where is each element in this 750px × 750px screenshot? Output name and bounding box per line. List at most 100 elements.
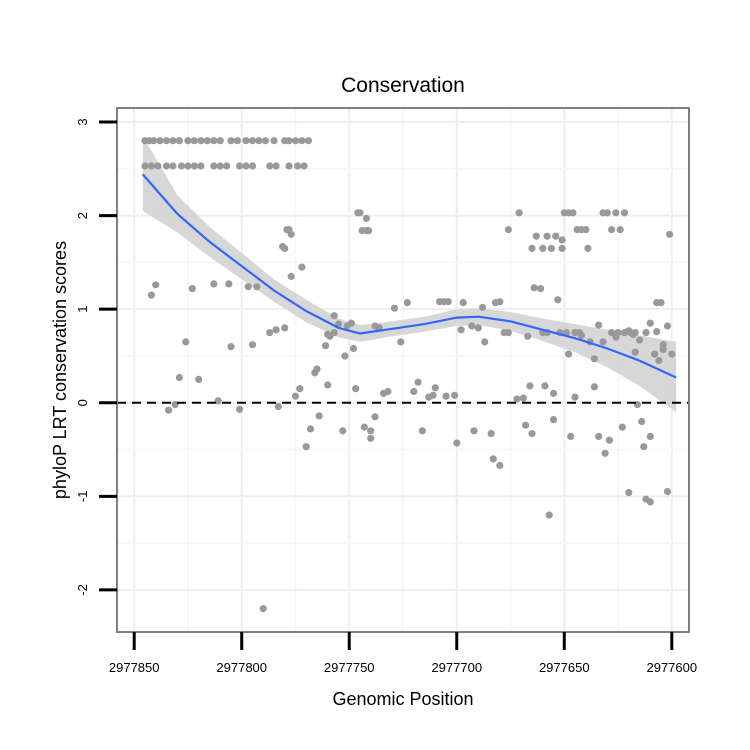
data-point [468, 322, 476, 330]
data-point [549, 416, 558, 424]
data-point [315, 412, 323, 420]
data-point [549, 389, 558, 397]
data-point [248, 162, 257, 170]
data-point [528, 244, 536, 252]
y-tick-label: -1 [75, 491, 90, 503]
data-point [365, 227, 373, 235]
y-tick-label: 0 [75, 399, 90, 406]
data-point [620, 209, 629, 217]
data-point [668, 350, 676, 358]
y-tick-label: 2 [75, 212, 90, 219]
data-point [165, 406, 173, 414]
data-point [188, 285, 196, 293]
data-point [666, 230, 674, 238]
x-tick-label: 2977750 [324, 660, 375, 675]
data-point [261, 137, 269, 145]
data-point [141, 162, 149, 170]
data-point [349, 344, 358, 353]
x-tick-label: 2977700 [431, 660, 482, 675]
data-point [384, 387, 392, 396]
data-point [410, 387, 418, 396]
data-point [322, 342, 330, 350]
data-point [603, 209, 611, 217]
data-point [281, 324, 289, 332]
data-point [642, 329, 650, 337]
data-point [195, 375, 203, 383]
data-point [640, 443, 648, 451]
data-point [233, 137, 241, 145]
data-point [330, 312, 338, 320]
data-point [539, 244, 547, 252]
data-point [330, 329, 338, 337]
data-point [298, 137, 306, 145]
data-point [147, 162, 155, 170]
data-point [304, 137, 312, 145]
data-point [504, 226, 512, 234]
x-tick-label: 2977800 [216, 660, 267, 675]
data-point [259, 605, 267, 613]
data-point [526, 382, 534, 390]
data-point [457, 326, 465, 334]
data-point [285, 137, 293, 145]
data-point [150, 137, 158, 145]
data-point [590, 355, 599, 363]
data-point [479, 303, 487, 311]
data-point [595, 432, 603, 440]
data-point [367, 427, 375, 435]
data-point [162, 137, 171, 145]
data-point [554, 296, 562, 304]
data-point [197, 162, 205, 170]
data-point [528, 430, 536, 438]
data-point [612, 209, 620, 217]
data-point [552, 232, 560, 240]
data-point [524, 332, 532, 340]
data-point [646, 498, 654, 506]
data-point [294, 162, 302, 170]
data-point [659, 341, 667, 349]
data-point [253, 283, 261, 291]
data-point [175, 137, 183, 145]
data-point [182, 338, 190, 346]
data-point [543, 232, 551, 240]
data-point [225, 280, 233, 288]
data-point [653, 328, 661, 336]
data-point [291, 392, 300, 400]
data-point [547, 244, 556, 252]
data-point [582, 226, 590, 234]
data-points [141, 137, 676, 613]
data-point [244, 283, 252, 291]
data-point [313, 365, 321, 373]
axes: 2977850 2977800 2977750 2977700 2977650 29776… [75, 118, 697, 675]
data-point [569, 209, 577, 217]
grid-lines [117, 108, 689, 632]
data-point [281, 244, 289, 252]
data-point [302, 443, 310, 451]
data-point [291, 137, 300, 145]
data-point [504, 329, 512, 337]
data-point [266, 162, 274, 170]
data-point [169, 162, 177, 170]
x-tick-label: 2977600 [646, 660, 697, 675]
data-point [657, 299, 665, 307]
data-point [545, 511, 553, 519]
data-point [223, 162, 231, 170]
x-axis-label: Genomic Position [332, 689, 473, 709]
x-tick-label: 2977650 [539, 660, 590, 675]
data-point [614, 329, 622, 337]
data-point [216, 137, 224, 145]
data-point [453, 439, 461, 447]
data-point [418, 427, 426, 435]
data-point [403, 299, 411, 307]
data-point [565, 350, 573, 358]
data-point [491, 299, 500, 307]
data-point [300, 162, 308, 170]
data-point [274, 402, 282, 411]
data-point [216, 162, 224, 170]
data-point [651, 350, 659, 358]
data-point [266, 329, 274, 337]
data-point [655, 357, 663, 365]
panel-border [116, 107, 690, 633]
data-point [236, 162, 244, 170]
data-point [285, 226, 293, 234]
data-point [429, 391, 437, 399]
